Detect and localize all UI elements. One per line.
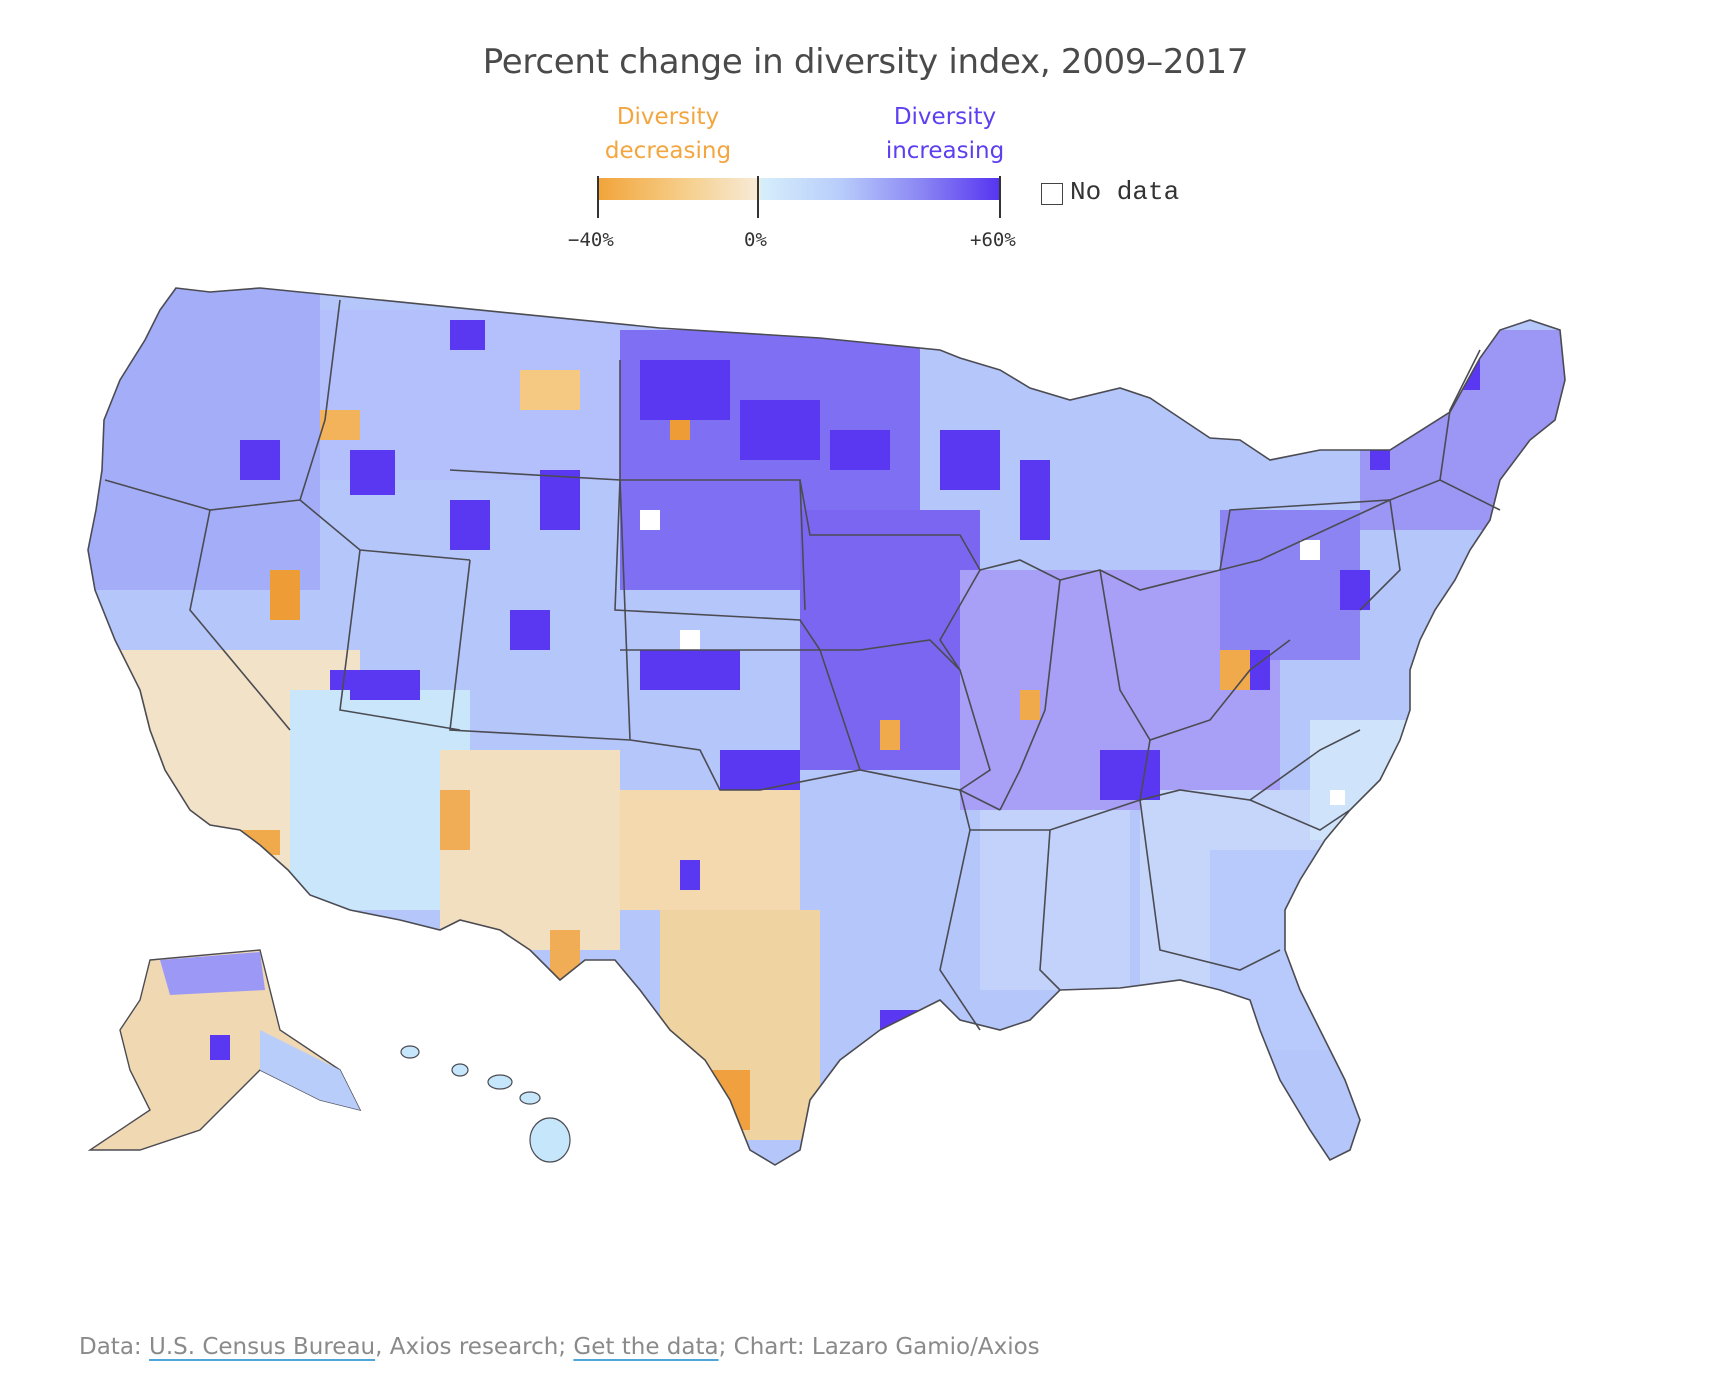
hawaii [400,1045,571,1163]
county-fills [88,288,1565,1165]
alaska [87,949,362,1151]
no-data-label: No data [1070,177,1180,207]
get-data-link[interactable]: Get the data [573,1334,719,1360]
legend-color-scale [598,178,1001,200]
legend-min-label: −40% [568,229,614,251]
footer-prefix: Data: [79,1334,149,1360]
legend-mid-label: 0% [744,229,767,251]
footer-middle: , Axios research; [375,1334,574,1360]
legend-tick-max [999,176,1001,218]
legend-tick-min [597,176,599,218]
footer-credits: Data: U.S. Census Bureau, Axios research… [79,1334,1040,1360]
legend-max-label: +60% [970,229,1016,251]
legend-decreasing-label: Diversity decreasing [604,104,732,164]
state-borders [87,287,1566,1166]
legend-increasing-label: Diversity increasing [885,104,1005,164]
census-link[interactable]: U.S. Census Bureau [148,1334,376,1360]
footer-suffix: ; Chart: Lazaro Gamio/Axios [718,1334,1040,1360]
legend-tick-mid [757,176,759,218]
chart-title: Percent change in diversity index, 2009–… [482,42,1249,82]
us-county-map [87,287,1566,1166]
no-data-swatch [1041,183,1063,205]
